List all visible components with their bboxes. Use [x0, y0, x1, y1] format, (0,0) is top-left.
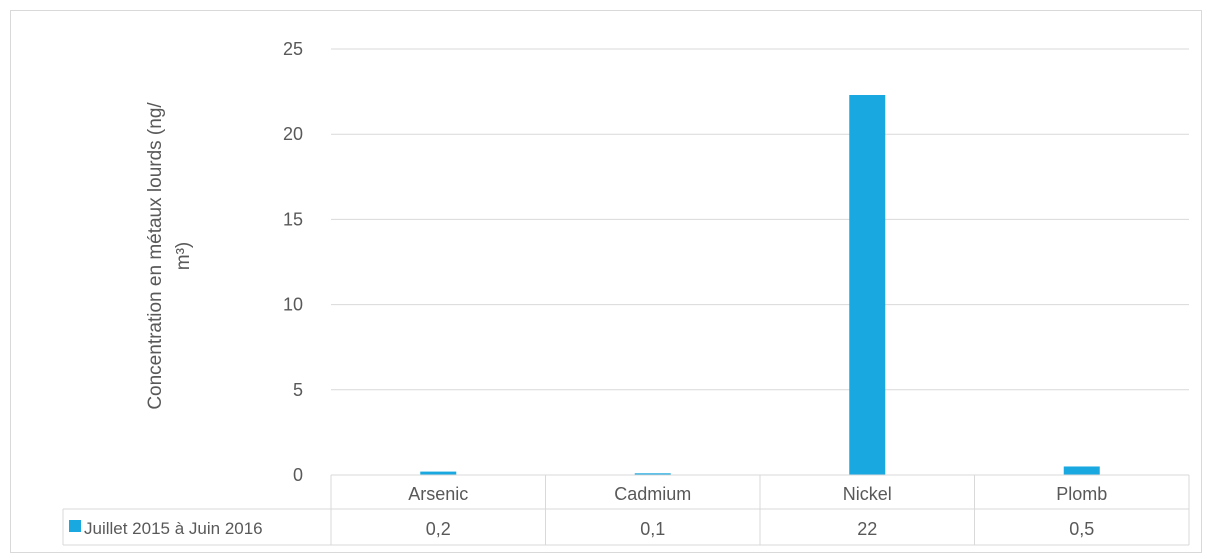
category-label: Nickel — [843, 484, 892, 504]
bar-plomb — [1063, 466, 1100, 475]
y-axis-label-line1: Concentration en métaux lourds (ng/ — [145, 102, 166, 410]
data-value-label: 22 — [857, 519, 877, 539]
gridlines — [331, 48, 1189, 391]
bar-nickel — [849, 95, 886, 476]
data-value-label: 0,5 — [1069, 519, 1094, 539]
bar-arsenic — [420, 471, 457, 475]
y-axis-label-line2: m³) — [173, 242, 194, 270]
legend-key — [69, 520, 81, 532]
y-tick-label: 25 — [283, 39, 303, 59]
category-label: Arsenic — [408, 484, 468, 504]
data-table: Arsenic 0,2 Cadmium 0,1 Nickel 22 Plomb 0,5 Juil… — [62, 474, 1190, 546]
bars — [420, 95, 1100, 476]
legend-series-name: Juillet 2015 à Juin 2016 — [84, 519, 263, 538]
category-label: Cadmium — [614, 484, 691, 504]
y-tick-label: 20 — [283, 124, 303, 144]
chart: 0 5 10 15 20 25 Arsenic 0,2 Cadmium 0,1 Nickel 22 P… — [62, 39, 1190, 546]
y-tick-label: 0 — [293, 465, 303, 485]
data-value-label: 0,1 — [640, 519, 665, 539]
category-label: Plomb — [1056, 484, 1107, 504]
bar-cadmium — [634, 473, 671, 475]
y-tick-label: 10 — [283, 295, 303, 315]
chart-frame: 0 5 10 15 20 25 Arsenic 0,2 Cadmium 0,1 Nickel 22 P… — [10, 10, 1202, 553]
y-tick-label: 15 — [283, 209, 303, 229]
y-tick-labels: 0 5 10 15 20 25 — [283, 39, 303, 485]
data-value-label: 0,2 — [426, 519, 451, 539]
y-tick-label: 5 — [293, 380, 303, 400]
